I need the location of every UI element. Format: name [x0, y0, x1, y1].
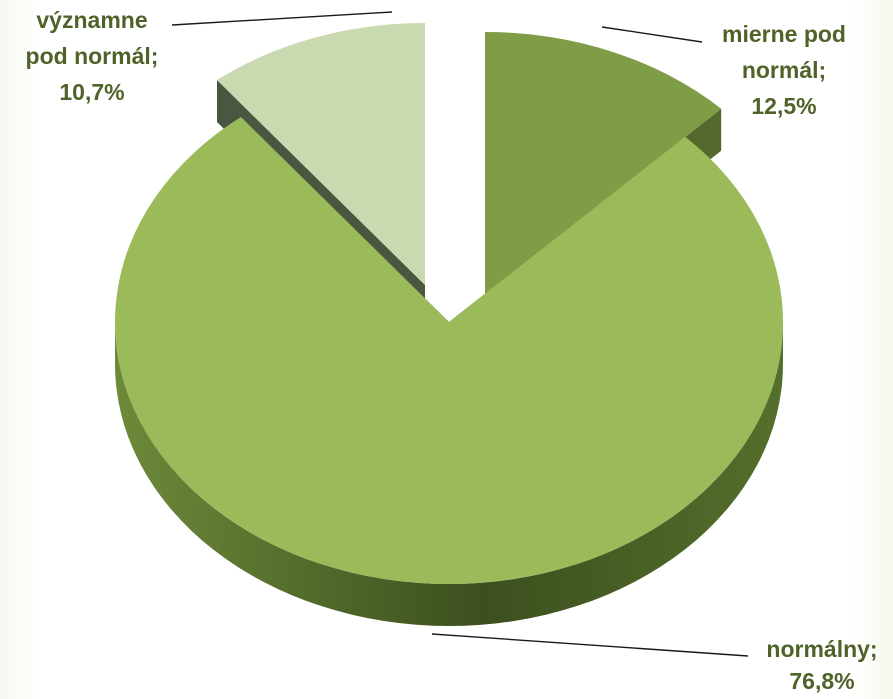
pie-slice-1: [485, 32, 722, 294]
leader-line-0: [431, 633, 749, 657]
data-label-1-line-2: 12,5%: [751, 93, 816, 119]
data-label-1-line-1: normál;: [742, 57, 826, 83]
data-label-1-line-0: mierne pod: [722, 21, 846, 47]
data-label-2-line-2: 10,7%: [59, 79, 124, 105]
leader-line-2: [171, 11, 393, 26]
data-label-2-line-0: významne: [36, 7, 147, 33]
leader-line-1: [601, 26, 703, 43]
pie-slice-0: [115, 117, 783, 584]
data-label-0-line-0: normálny;: [766, 636, 877, 662]
slice-outer-wall-0: [115, 322, 783, 626]
data-label-2-line-1: pod normál;: [26, 43, 159, 69]
pie-slice-2: [216, 23, 425, 285]
data-label-0-line-1: 76,8%: [789, 668, 854, 694]
